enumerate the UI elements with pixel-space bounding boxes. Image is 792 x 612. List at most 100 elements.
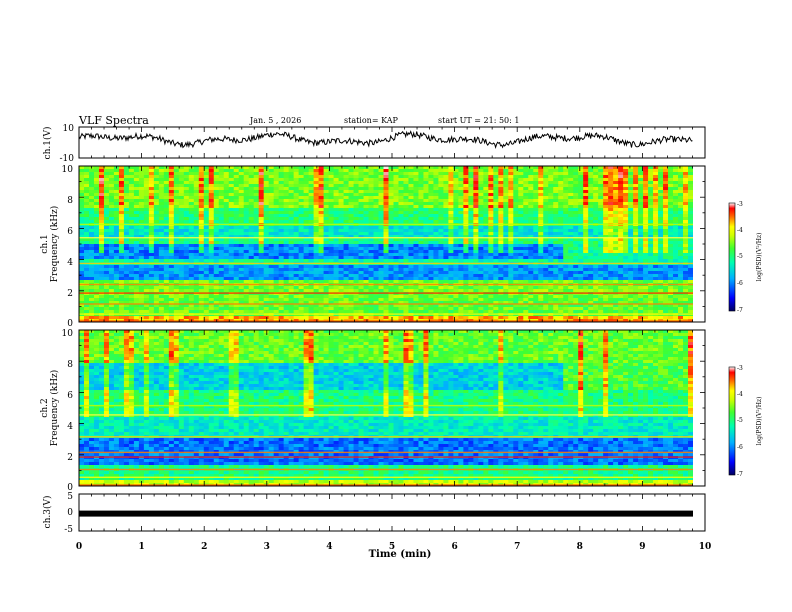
spectrogram-cell <box>378 184 384 188</box>
spectrogram-cell <box>518 250 524 254</box>
spectrogram-cell <box>263 202 270 206</box>
spectrogram-cell <box>238 175 245 179</box>
spectrogram-cell <box>208 256 215 260</box>
spectrogram-cell <box>483 241 489 245</box>
spectrogram-cell <box>363 250 369 254</box>
spectrogram-cell <box>283 253 290 257</box>
spectrogram-cell <box>433 190 439 194</box>
spectrogram-cell <box>323 196 329 200</box>
spectrogram-cell <box>98 214 105 218</box>
spectrogram-cell <box>453 286 459 290</box>
spectrogram-cell <box>438 196 444 200</box>
spectrogram-cell <box>133 286 140 290</box>
spectrogram-cell <box>143 193 150 197</box>
spectrogram-cell <box>393 238 399 242</box>
spectrogram-cell <box>228 226 235 230</box>
spectrogram-cell <box>418 220 424 224</box>
spectrogram-cell <box>348 259 354 263</box>
spectrogram-cell <box>543 247 549 251</box>
spectrogram-cell <box>508 175 514 179</box>
spectrogram-cell <box>113 244 120 248</box>
spectrogram-cell <box>428 256 434 260</box>
spectrogram-cell <box>203 241 210 245</box>
spectrogram-cell <box>223 232 230 236</box>
spectrogram-cell <box>443 241 449 245</box>
spectrogram-cell <box>113 238 120 242</box>
spectrogram-cell <box>538 310 544 314</box>
spectrogram-cell <box>193 214 200 218</box>
spectrogram-cell <box>108 301 115 305</box>
spectrogram-cell <box>188 214 195 218</box>
spectrogram-cell <box>133 166 140 170</box>
spectrogram-cell <box>88 202 95 206</box>
spectrogram-cell <box>503 238 509 242</box>
spectrogram-cell <box>313 316 320 320</box>
spectrogram-cell <box>113 172 120 176</box>
spectrogram-cell <box>453 190 459 194</box>
spectrogram-cell <box>473 259 479 263</box>
spectrogram-cell <box>338 286 344 290</box>
spectrogram-cell <box>208 244 215 248</box>
spectrogram-cell <box>398 190 404 194</box>
spectrogram-cell <box>313 199 320 203</box>
spectrogram-cell <box>468 190 474 194</box>
spectrogram-cell <box>188 241 195 245</box>
spectrogram-cell <box>158 253 165 257</box>
spectrogram-cell <box>168 208 175 212</box>
spectrogram-cell <box>148 235 155 239</box>
spectrogram-cell <box>398 268 404 272</box>
spectrogram-cell <box>393 169 399 173</box>
spectrogram-cell <box>108 307 115 311</box>
spectrogram-cell <box>403 235 409 239</box>
spectrogram-cell <box>388 229 394 233</box>
spectrogram-cell <box>423 271 429 275</box>
spectrogram-cell <box>213 232 220 236</box>
spectrogram-cell <box>183 301 190 305</box>
spectrogram-cell <box>353 214 359 218</box>
spectrogram-cell <box>418 280 424 284</box>
spectrogram-cell <box>513 286 519 290</box>
spectrogram-cell <box>448 265 454 269</box>
spectrogram-cell <box>248 232 255 236</box>
spectrogram-cell <box>383 190 389 194</box>
spectrogram-cell <box>283 229 290 233</box>
spectrogram-cell <box>138 193 145 197</box>
spectrogram-cell <box>213 193 220 197</box>
spectrogram-cell <box>508 208 514 212</box>
spectrogram-cell <box>308 307 315 311</box>
spectrogram-cell <box>353 289 359 293</box>
spectrogram-cell <box>288 235 295 239</box>
spectrogram-cell <box>118 169 125 173</box>
spectrogram-cell <box>293 289 300 293</box>
spectrogram-cell <box>93 193 100 197</box>
spectrogram-cell <box>398 232 404 236</box>
spectrogram-cell <box>233 301 240 305</box>
spectrogram-cell <box>93 316 100 320</box>
spectrogram-cell <box>333 280 339 284</box>
spectrogram-cell <box>528 247 534 251</box>
spectrogram-cell <box>223 205 230 209</box>
spectrogram-cell <box>513 232 519 236</box>
spectrogram-cell <box>338 193 344 197</box>
spectrogram-cell <box>498 208 504 212</box>
spectrogram-cell <box>248 256 255 260</box>
spectrogram-cell <box>218 181 225 185</box>
spectrogram-cell <box>533 175 539 179</box>
spectrogram-cell <box>258 277 265 281</box>
spectrogram-cell <box>168 304 175 308</box>
spectrogram-cell <box>383 196 389 200</box>
spectrogram-cell <box>258 190 265 194</box>
spectrogram-cell <box>238 232 245 236</box>
spectrogram-cell <box>413 220 419 224</box>
spectrogram-cell <box>153 199 160 203</box>
spectrogram-cell <box>338 205 344 209</box>
ch1-ytick-top: 10 <box>63 124 75 134</box>
spectrogram-cell <box>363 277 369 281</box>
spectrogram-cell <box>473 202 479 206</box>
spectrogram-cell <box>133 274 140 278</box>
spectrogram-cell <box>93 286 100 290</box>
spectrogram-cell <box>148 172 155 176</box>
spectrogram-cell <box>493 289 499 293</box>
spectrogram-cell <box>153 244 160 248</box>
spectrogram-cell <box>213 238 220 242</box>
